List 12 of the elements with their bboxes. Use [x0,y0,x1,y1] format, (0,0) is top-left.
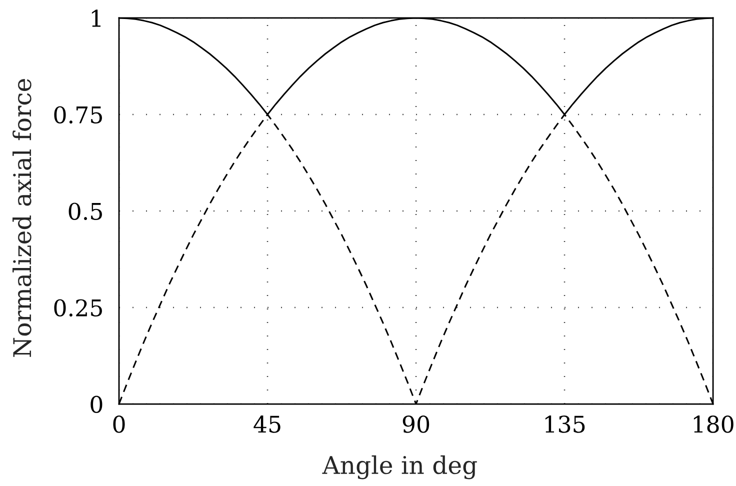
x-tick-label: 135 [545,416,585,433]
y-tick-label: 0.25 [54,299,102,317]
x-tick-label: 0 [113,416,125,433]
x-tick-label: 180 [694,416,734,433]
y-axis-title: Normalized axial force [12,79,32,357]
y-tick-label: 0.75 [54,106,102,124]
y-tick-label: 1 [92,10,100,27]
x-axis-title: Angle in deg [322,455,477,480]
y-tick-label: 0.5 [68,202,102,220]
x-tick-label: 45 [254,416,280,433]
x-tick-label: 90 [402,416,430,433]
y-tick-label: 0 [90,396,102,414]
